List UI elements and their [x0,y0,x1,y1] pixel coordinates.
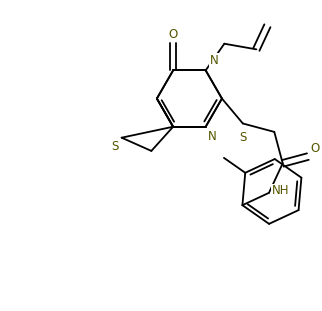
Text: O: O [311,142,320,155]
Text: N: N [208,130,216,143]
Text: NH: NH [272,184,289,197]
Text: S: S [239,131,247,144]
Text: S: S [111,140,119,153]
Text: O: O [168,28,178,41]
Text: N: N [210,53,218,67]
